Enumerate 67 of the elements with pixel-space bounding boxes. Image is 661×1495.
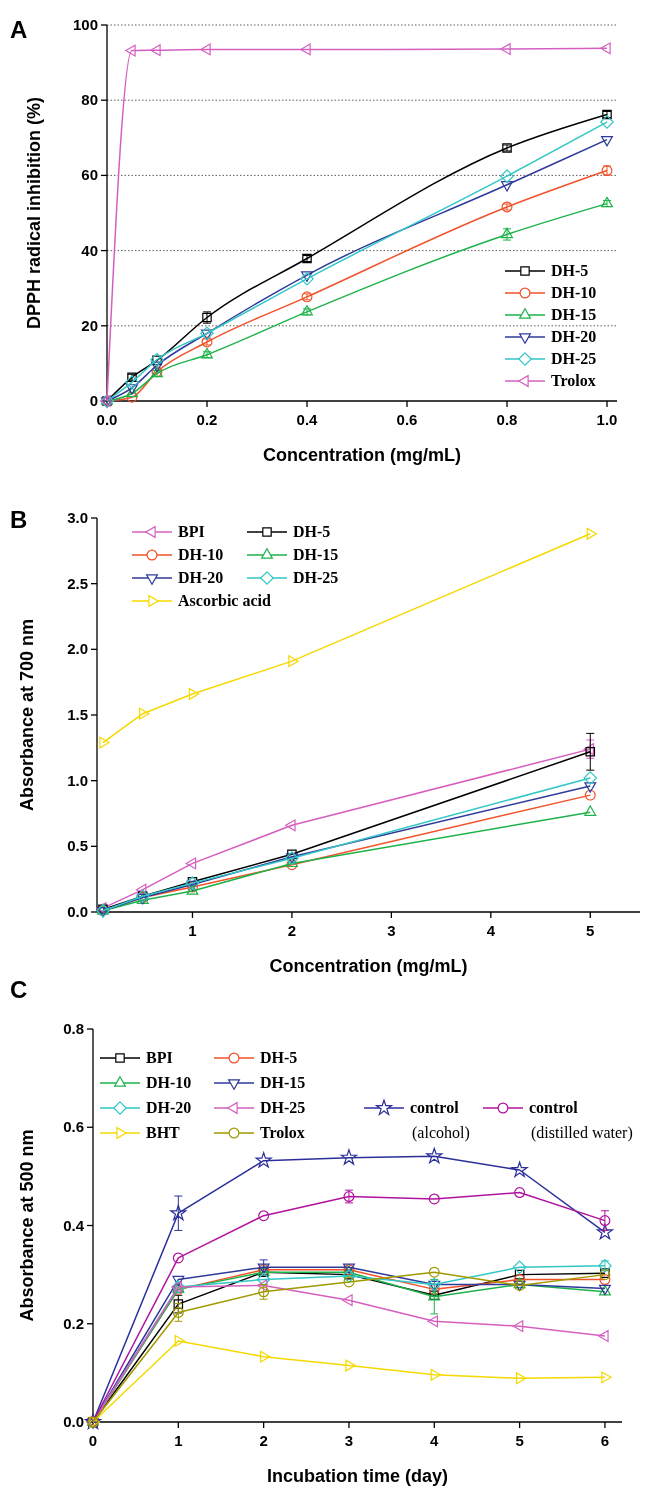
y-tick-label: 0.0 (63, 1413, 84, 1430)
legend-label: DH-10 (178, 546, 224, 563)
legend-label: DH-10 (146, 1074, 192, 1091)
x-tick-label: 5 (515, 1432, 524, 1449)
x-tick-label: 4 (486, 922, 496, 939)
y-axis-title: DPPH radical inhibition (%) (24, 96, 44, 330)
legend-label: BHT (146, 1124, 181, 1141)
legend-label: DH-20 (178, 569, 224, 586)
y-tick-label: 0.0 (67, 903, 88, 920)
x-tick-label: 1 (188, 922, 197, 939)
y-tick-label: 1.5 (67, 706, 88, 723)
legend-label: Trolox (551, 372, 596, 389)
legend-label: DH-25 (260, 1099, 306, 1116)
legend-label: DH-5 (260, 1049, 298, 1066)
legend-label: DH-5 (551, 262, 589, 279)
x-tick-label: 0.6 (396, 411, 418, 428)
legend-label: BPI (146, 1049, 173, 1066)
legend-label: DH-5 (293, 523, 331, 540)
y-tick-label: 0 (89, 392, 98, 409)
y-tick-label: 0.5 (67, 837, 88, 855)
legend-label: control (distilled water) (529, 1099, 633, 1142)
x-tick-label: 0.2 (196, 411, 218, 428)
legend-label: DH-15 (293, 546, 339, 563)
x-tick-label: 2 (259, 1432, 268, 1449)
x-tick-label: 2 (287, 922, 297, 939)
y-tick-label: 80 (81, 91, 98, 109)
legend-label: DH-10 (551, 284, 597, 301)
y-tick-label: 100 (72, 16, 98, 33)
legend-label: DH-15 (260, 1074, 306, 1091)
y-tick-label: 3.0 (67, 509, 88, 526)
y-axis-title: Absorbance at 700 nm (17, 618, 37, 812)
x-axis-title: Concentration (mg/mL) (263, 445, 461, 465)
y-tick-label: 20 (81, 316, 98, 334)
x-axis-title: Concentration (mg/mL) (269, 956, 468, 976)
x-tick-label: 3 (387, 922, 396, 939)
y-tick-label: 0.8 (63, 1020, 84, 1037)
legend-label: Ascorbic acid (178, 592, 271, 609)
x-tick-label: 1.0 (596, 411, 618, 428)
x-axis-title: Incubation time (day) (266, 1466, 449, 1486)
y-tick-label: 0.2 (63, 1314, 84, 1332)
x-tick-label: 3 (344, 1432, 354, 1449)
y-tick-label: 40 (81, 241, 98, 259)
x-tick-label: 0.0 (96, 411, 118, 428)
chart-title: B (10, 506, 28, 533)
x-tick-label: 1 (174, 1432, 183, 1449)
y-tick-label: 2.0 (67, 640, 88, 658)
x-tick-label: 0.4 (296, 411, 319, 428)
legend-label: BPI (178, 523, 205, 540)
legend-label: DH-25 (551, 350, 597, 367)
legend-label: DH-20 (551, 328, 597, 345)
x-tick-label: 0.8 (496, 411, 518, 428)
x-tick-label: 5 (586, 922, 595, 939)
chart-title: C (10, 976, 28, 1003)
y-tick-label: 0.6 (63, 1118, 84, 1136)
legend-label: control (alcohol) (410, 1099, 470, 1142)
legend-label: Trolox (260, 1124, 305, 1141)
chart-title: A (10, 16, 28, 43)
y-tick-label: 2.5 (67, 574, 88, 592)
legend-label: DH-15 (551, 306, 597, 323)
x-tick-label: 4 (430, 1432, 440, 1449)
x-tick-label: 6 (600, 1432, 610, 1449)
y-tick-label: 1.0 (67, 771, 88, 789)
y-tick-label: 60 (81, 166, 98, 184)
legend-label: DH-25 (293, 569, 339, 586)
y-axis-title: Absorbance at 500 nm (17, 1129, 37, 1322)
y-tick-label: 0.4 (63, 1216, 85, 1234)
legend-label: DH-20 (146, 1099, 192, 1116)
